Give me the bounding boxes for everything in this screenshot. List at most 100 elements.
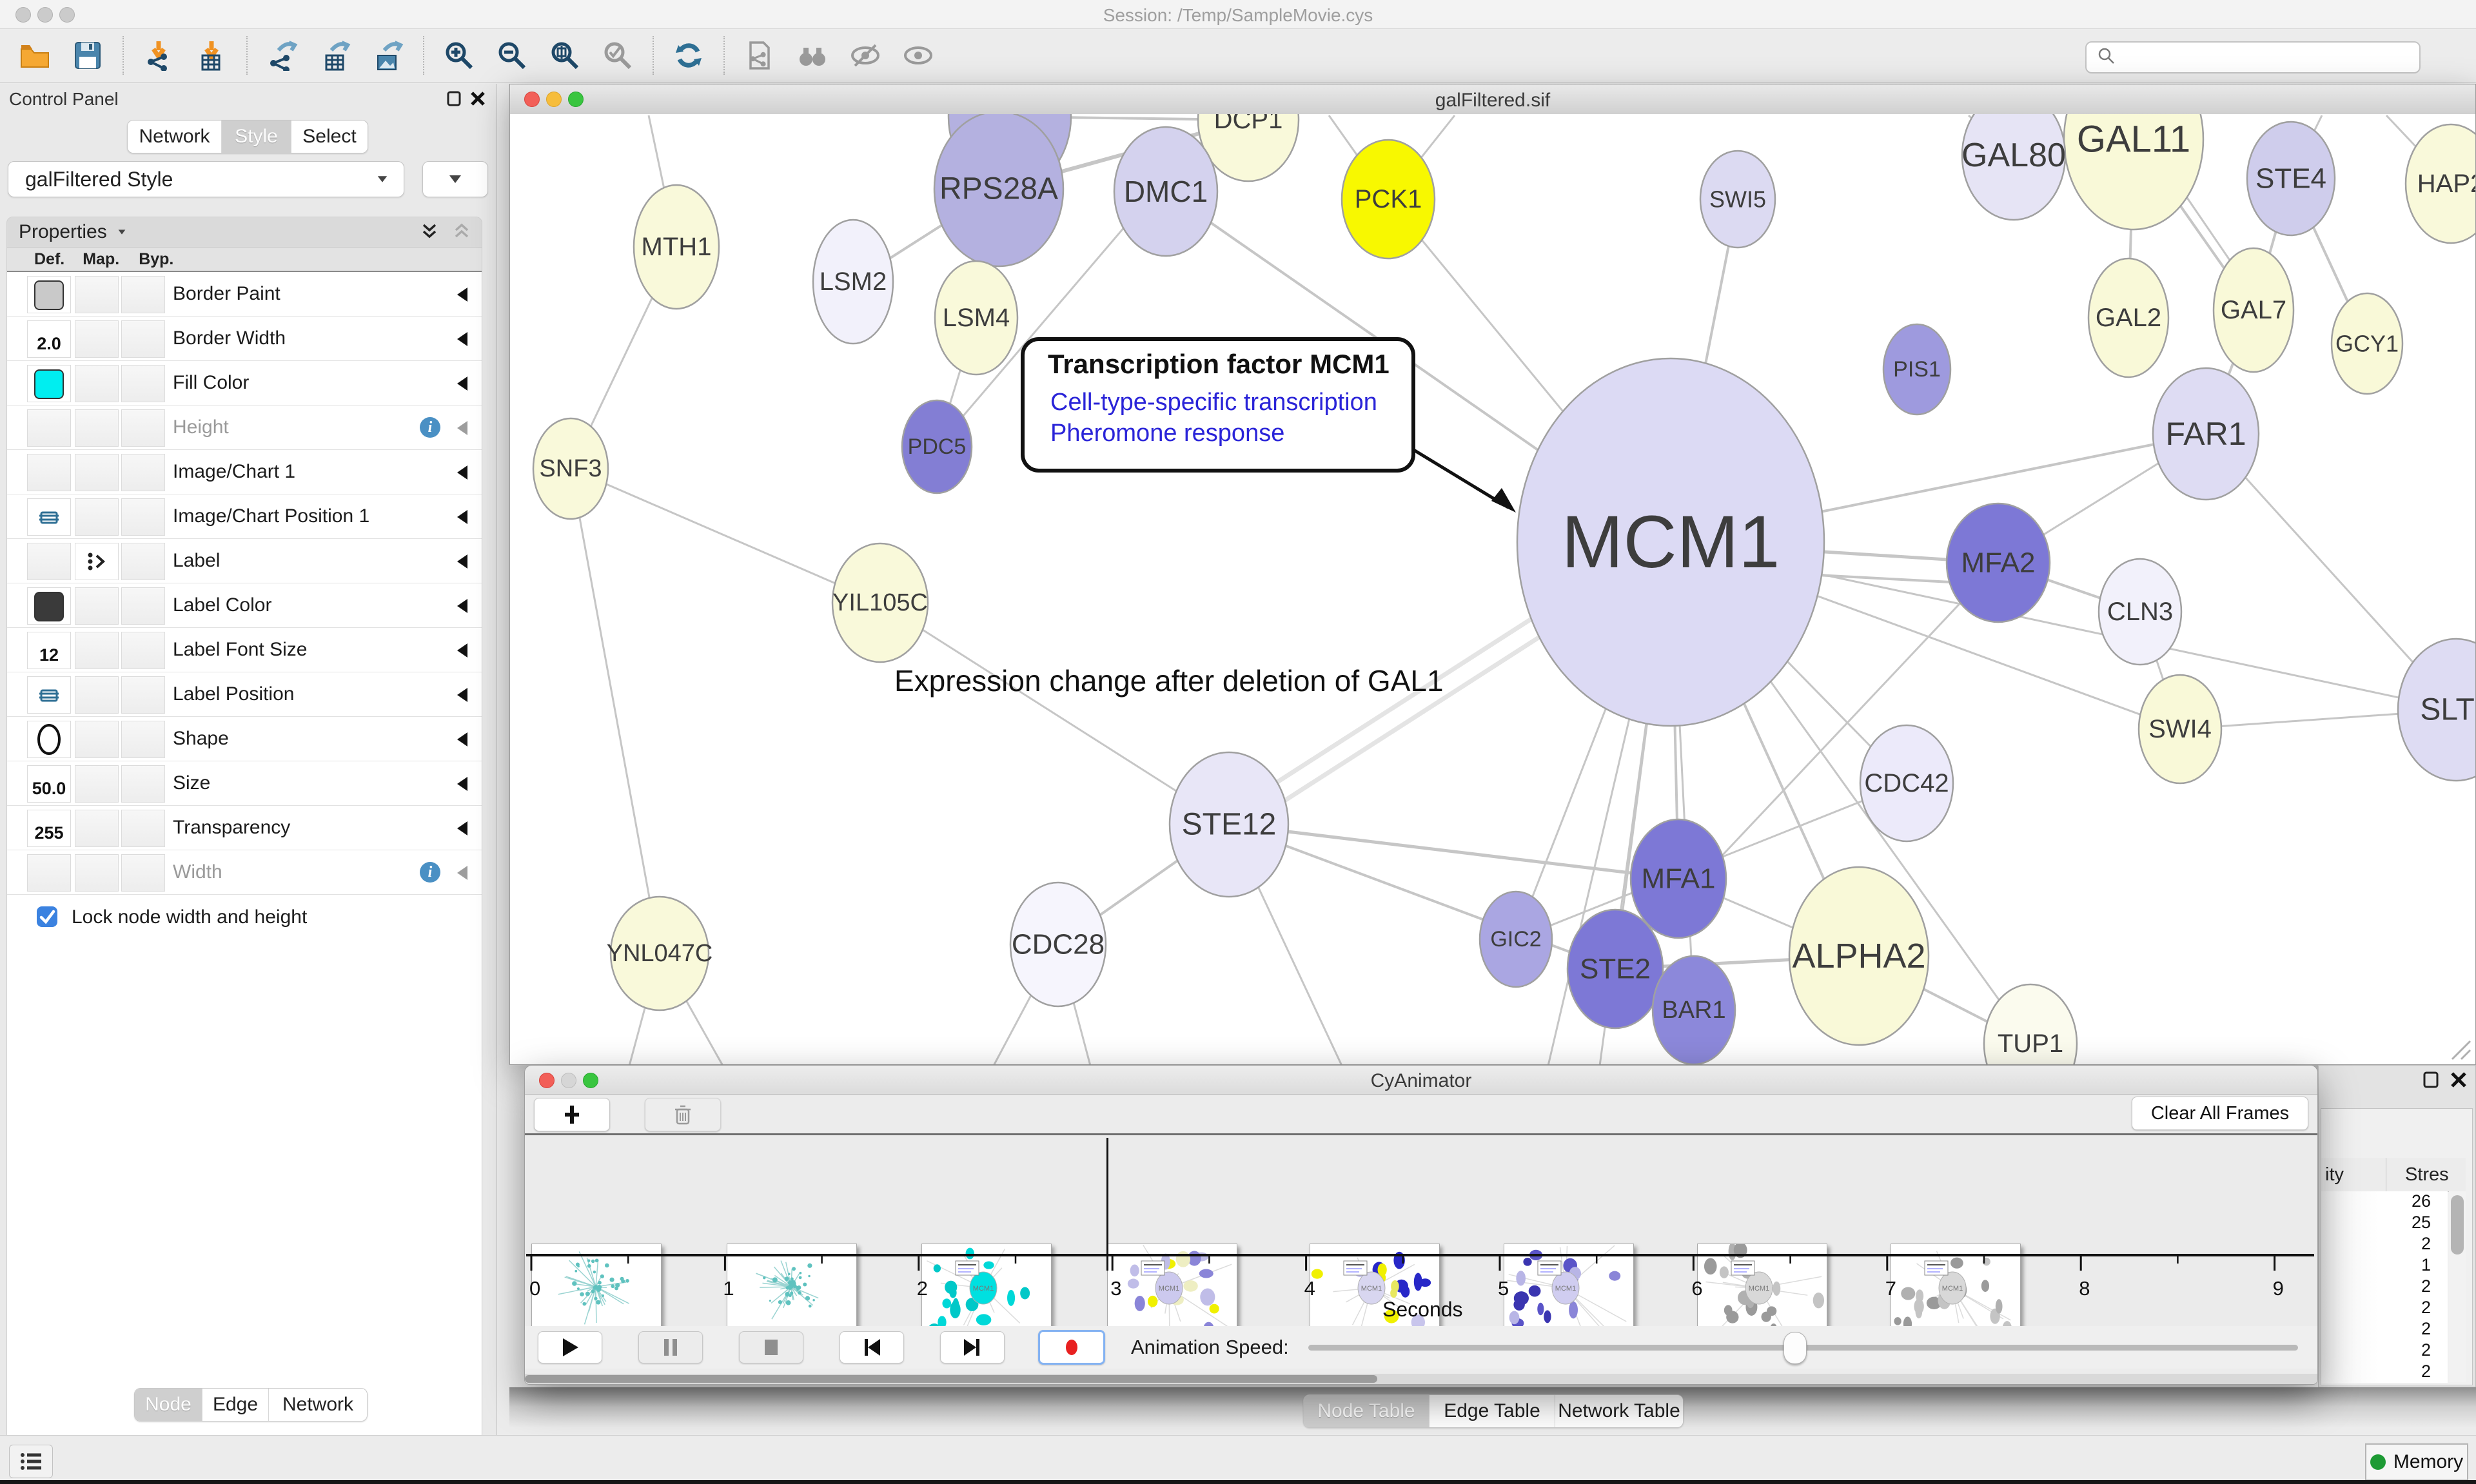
tab-network[interactable]: Network — [268, 1389, 367, 1421]
find-icon[interactable] — [796, 39, 829, 72]
properties-header[interactable]: Properties — [7, 217, 482, 248]
style-options-button[interactable] — [422, 161, 488, 197]
window-zoom-button[interactable] — [59, 7, 75, 23]
go-to-end-button[interactable] — [940, 1331, 1005, 1363]
expand-row-icon[interactable] — [457, 421, 467, 435]
byp-cell[interactable] — [121, 810, 165, 847]
annotation-box[interactable]: Transcription factor MCM1 Cell-type-spec… — [1021, 337, 1415, 473]
byp-cell[interactable] — [121, 498, 165, 536]
network-edge[interactable] — [1228, 823, 1679, 881]
network-node[interactable]: BAR1 — [1651, 955, 1736, 1064]
property-row-image-chart-1[interactable]: Image/Chart 1 — [7, 450, 482, 494]
byp-cell[interactable] — [121, 454, 165, 491]
close-icon[interactable] — [539, 1073, 555, 1088]
property-row-label-color[interactable]: Label Color — [7, 583, 482, 628]
def-cell[interactable]: 12 — [27, 632, 71, 669]
network-node[interactable]: GCY1 — [2330, 292, 2404, 395]
network-node[interactable]: FAR1 — [2152, 367, 2260, 501]
def-cell[interactable] — [27, 409, 71, 447]
map-cell[interactable] — [75, 632, 119, 669]
network-node[interactable]: MCM1 — [1516, 357, 1825, 727]
export-table-icon[interactable] — [319, 39, 352, 72]
def-cell[interactable]: 2.0 — [27, 320, 71, 358]
show-details-icon[interactable] — [901, 39, 935, 72]
open-session-icon[interactable] — [18, 39, 52, 72]
map-cell[interactable] — [75, 587, 119, 625]
timeline-playhead[interactable] — [1106, 1138, 1109, 1271]
network-node[interactable]: RPS28A — [933, 114, 1065, 268]
expand-row-icon[interactable] — [457, 465, 467, 480]
expand-row-icon[interactable] — [457, 643, 467, 658]
go-to-start-button[interactable] — [840, 1331, 904, 1363]
network-node[interactable]: PCK1 — [1341, 139, 1436, 260]
network-window-titlebar[interactable]: galFiltered.sif — [510, 84, 2475, 115]
network-node[interactable]: MTH1 — [633, 184, 720, 310]
byp-cell[interactable] — [121, 276, 165, 313]
export-network-icon[interactable] — [266, 39, 299, 72]
timeline[interactable]: MCM1 MCM1 MCM1 MCM1 MCM1 MCM1 0 1 2 3 4 5 6 7 8 9 Seco… — [525, 1135, 2317, 1338]
network-node[interactable]: LSM4 — [934, 260, 1019, 376]
network-node[interactable]: DCP1 — [1197, 114, 1300, 182]
zoom-selected-icon[interactable] — [601, 39, 634, 72]
map-cell[interactable] — [75, 676, 119, 714]
network-node[interactable]: GAL2 — [2087, 257, 2170, 378]
frame-thumbnail-3[interactable]: MCM1 — [1107, 1244, 1237, 1338]
slider-thumb[interactable] — [1783, 1332, 1807, 1364]
property-row-label-position[interactable]: Label Position — [7, 672, 482, 717]
map-cell[interactable] — [75, 454, 119, 491]
tab-node-table[interactable]: Node Table — [1304, 1395, 1429, 1427]
network-node[interactable]: STE12 — [1168, 751, 1290, 898]
map-cell[interactable] — [75, 320, 119, 358]
table-cell-value[interactable]: 2 — [2421, 1298, 2431, 1317]
byp-cell[interactable] — [121, 409, 165, 447]
stop-button[interactable] — [739, 1331, 803, 1363]
collapse-all-icon[interactable] — [451, 220, 473, 245]
property-row-size[interactable]: 50.0 Size — [7, 761, 482, 806]
def-cell[interactable] — [27, 676, 71, 714]
expand-row-icon[interactable] — [457, 554, 467, 569]
def-cell[interactable] — [27, 721, 71, 758]
network-node[interactable]: STE4 — [2246, 121, 2336, 237]
expand-all-icon[interactable] — [418, 220, 440, 245]
zoom-fit-icon[interactable] — [548, 39, 582, 72]
resize-grip-icon[interactable] — [2446, 1035, 2471, 1060]
style-combobox[interactable]: galFiltered Style — [8, 161, 404, 197]
table-cell-value[interactable]: 2 — [2421, 1340, 2431, 1360]
map-cell[interactable] — [75, 409, 119, 447]
animation-speed-slider[interactable] — [1308, 1332, 2298, 1364]
expand-row-icon[interactable] — [457, 510, 467, 524]
tab-select[interactable]: Select — [291, 121, 368, 153]
export-image-icon[interactable] — [371, 39, 405, 72]
maximize-icon[interactable] — [583, 1073, 598, 1088]
record-button[interactable] — [1038, 1330, 1105, 1365]
save-session-icon[interactable] — [71, 39, 104, 72]
def-cell[interactable] — [27, 854, 71, 892]
network-node[interactable]: MFA1 — [1629, 818, 1727, 939]
byp-cell[interactable] — [121, 543, 165, 580]
expand-row-icon[interactable] — [457, 332, 467, 346]
property-row-border-width[interactable]: 2.0 Border Width — [7, 317, 482, 361]
refresh-layout-icon[interactable] — [672, 39, 705, 72]
expand-row-icon[interactable] — [457, 777, 467, 791]
map-cell[interactable] — [75, 498, 119, 536]
table-cell-value[interactable]: 26 — [2411, 1191, 2431, 1211]
network-canvas[interactable]: DCP1 RPS28A DMC1 PCK1 SWI5 GAL11 GAL80 STE4 HAP2… — [510, 114, 2475, 1064]
byp-cell[interactable] — [121, 365, 165, 402]
network-node[interactable]: GAL7 — [2212, 247, 2295, 373]
expand-row-icon[interactable] — [457, 288, 467, 302]
table-scrollbar[interactable] — [2449, 1191, 2466, 1382]
network-edge[interactable] — [879, 601, 1230, 826]
byp-cell[interactable] — [121, 765, 165, 803]
property-row-transparency[interactable]: 255 Transparency — [7, 806, 482, 850]
network-node[interactable]: PDC5 — [901, 399, 973, 494]
frame-thumbnail-1[interactable] — [727, 1244, 857, 1338]
network-node[interactable]: GAL11 — [2063, 114, 2205, 231]
zoom-out-icon[interactable] — [495, 39, 529, 72]
float-panel-icon[interactable] — [446, 90, 463, 107]
memory-button[interactable]: Memory — [2365, 1443, 2468, 1481]
map-cell[interactable] — [75, 365, 119, 402]
byp-cell[interactable] — [121, 320, 165, 358]
annotation-link[interactable]: Cell-type-specific transcription — [1050, 389, 1377, 416]
def-cell[interactable] — [27, 543, 71, 580]
task-history-button[interactable] — [9, 1445, 53, 1478]
